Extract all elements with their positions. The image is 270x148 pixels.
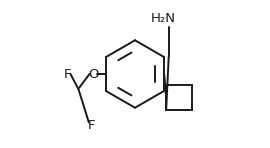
Text: O: O xyxy=(88,67,99,81)
Text: F: F xyxy=(87,119,95,132)
Text: H₂N: H₂N xyxy=(151,12,176,25)
Text: F: F xyxy=(64,67,71,81)
